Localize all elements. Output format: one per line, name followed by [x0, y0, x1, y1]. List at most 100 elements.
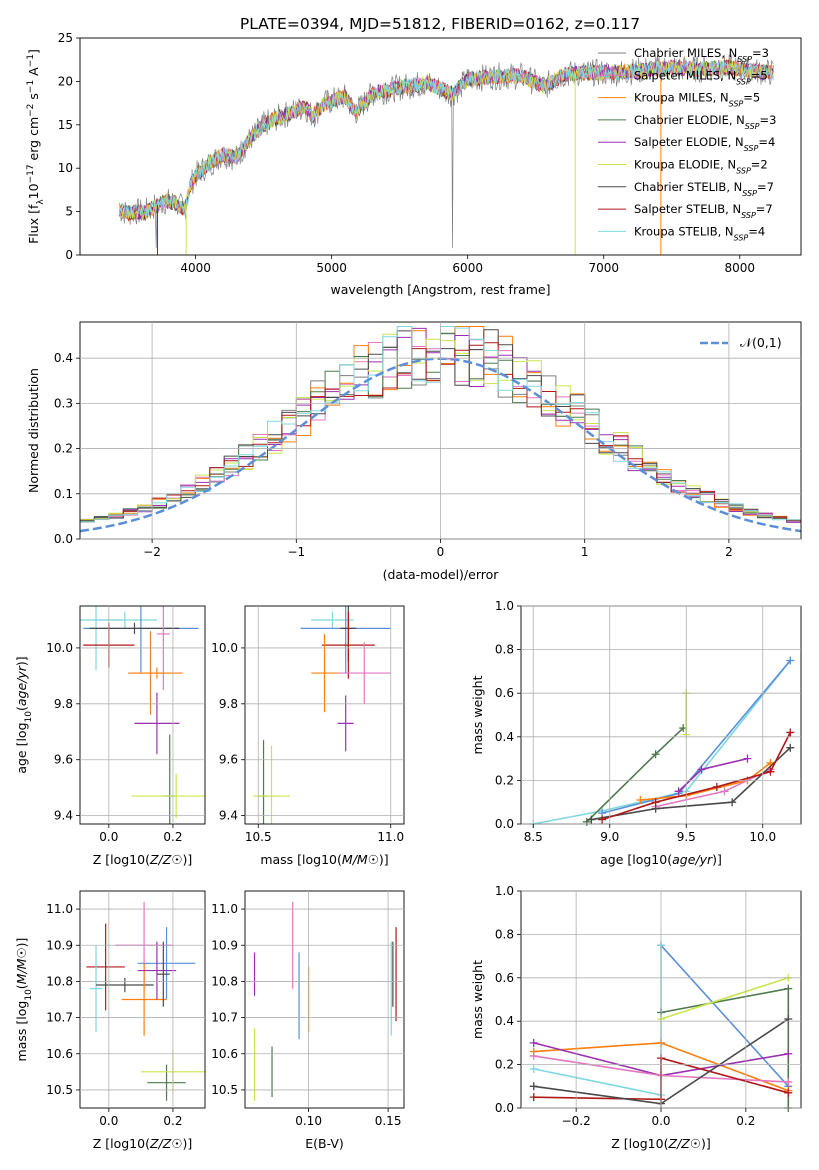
- legend-entry: Kroupa STELIB, NSSP=4: [634, 224, 765, 242]
- x-axis-label-part: 10: [129, 852, 145, 867]
- x-tick-label: 0.2: [163, 830, 182, 844]
- x-tick-label: 1: [581, 545, 589, 559]
- errorbar-group: [253, 901, 397, 1101]
- x-tick-label: 0.0: [99, 1114, 118, 1128]
- mass-weight-marker: [529, 1093, 538, 1102]
- x-axis-label-part: )]: [379, 852, 389, 867]
- y-tick-label: 20: [58, 74, 73, 88]
- residuals-panel: 𝒩(0,1) (data-model)/error Normed distribut…: [26, 321, 802, 582]
- legend-label: Kroupa ELODIE, N: [634, 158, 736, 172]
- y-tick-label: 10.6: [46, 1047, 73, 1061]
- mass_vs_Z-panel: Z [log10(Z/Z☉)]mass [log10(M/M☉)]: [14, 890, 206, 1151]
- x-tick-label: −2: [143, 545, 161, 559]
- mass-weight-marker: [786, 656, 795, 665]
- axes-mass_vs_Z: 0.0 0.2 10.5 10.6 10.7 10.8 10.9 11.0: [46, 891, 205, 1128]
- y-axis-label: mass weight: [470, 960, 485, 1039]
- x-axis-label-part: Z/Z: [149, 852, 172, 867]
- legend-count: =3: [760, 113, 777, 127]
- legend-count: =5: [743, 91, 760, 105]
- legend-label: Chabrier MILES, N: [634, 46, 737, 60]
- y-tick-label: 10: [58, 161, 73, 175]
- legend-subscript: SSP: [741, 211, 756, 220]
- x-axis-label-part: 10: [129, 1136, 145, 1151]
- x-axis-label-part: )]: [701, 1136, 711, 1151]
- y-tick-label: 0.3: [54, 396, 73, 410]
- mass-weight-marker: [728, 798, 737, 807]
- y-axis-label-part: 10: [26, 183, 41, 199]
- y-axis-label-part: 10: [24, 711, 34, 723]
- y-axis-label-part: age/yr: [14, 665, 29, 706]
- y-axis-label-part: ]: [26, 49, 41, 54]
- mass-weight-marker: [784, 1015, 793, 1024]
- x-tick-label: −1: [287, 545, 305, 559]
- mass-weight-marker: [786, 743, 795, 752]
- x-axis-label-part: 10: [651, 852, 667, 867]
- y-tick-label: 10.9: [211, 938, 238, 952]
- y-tick-label: 10.9: [46, 938, 73, 952]
- y-tick-label: 15: [58, 118, 73, 132]
- y-tick-label: 10.7: [46, 1011, 73, 1025]
- x-tick-label: 0.15: [375, 1114, 402, 1128]
- mass-weight-marker: [529, 1064, 538, 1073]
- legend-subscript: SSP: [736, 166, 751, 175]
- mass-weight-marker: [587, 815, 596, 824]
- x-axis-label: Z [log10(Z/Z☉)]: [611, 1136, 711, 1151]
- x-axis-label: Z [log10(Z/Z☉)]: [93, 1136, 193, 1151]
- y-axis-label-part: A: [26, 67, 41, 80]
- x-axis-label-part: ☉: [368, 852, 379, 867]
- y-tick-label: 0.8: [495, 927, 514, 941]
- legend-label: Salpeter STELIB, N: [634, 202, 741, 216]
- x-axis-label-part: Z [log: [93, 1136, 129, 1151]
- y-tick-label: 0.8: [495, 643, 514, 657]
- y-axis-label-part: −17: [26, 164, 36, 183]
- x-axis-label-part: (: [145, 852, 150, 867]
- y-axis-label: mass weight: [470, 675, 485, 754]
- y-tick-label: 10.0: [46, 641, 73, 655]
- errorbar-group: [80, 606, 205, 824]
- spectrum-panel: wavelength [Angstrom, rest frame] Flux [f…: [26, 37, 802, 297]
- figure-title: PLATE=0394, MJD=51812, FIBERID=0162, z=0…: [240, 15, 640, 33]
- mass-weight-marker: [784, 1049, 793, 1058]
- y-axis-label: age [log10(age/yr)]: [14, 656, 34, 773]
- x-axis-label: (data-model)/error: [383, 567, 500, 582]
- legend-count: =7: [757, 180, 774, 194]
- y-axis-label-part: Flux [f: [26, 204, 41, 244]
- x-axis-label-part: (: [145, 1136, 150, 1151]
- legend-subscript: SSP: [742, 188, 757, 197]
- x-axis-label-part: ☉: [171, 852, 182, 867]
- x-axis-label-part: (: [337, 852, 342, 867]
- x-axis-label: E(B-V): [305, 1136, 344, 1151]
- y-tick-label: 0.0: [495, 817, 514, 831]
- legend-entry: Kroupa ELODIE, NSSP=2: [634, 158, 768, 176]
- legend-label: Kroupa STELIB, N: [634, 224, 734, 238]
- y-tick-label: 9.4: [54, 809, 73, 823]
- axes-residuals: −2 −1 0 1 2 0.0 0.1 0.2 0.3 0.4: [54, 322, 801, 559]
- y-axis-label-part: )]: [14, 656, 29, 666]
- mass-weight-marker: [784, 984, 793, 993]
- y-tick-label: 10.8: [211, 974, 238, 988]
- y-axis-label-part: mass [log: [14, 1001, 29, 1062]
- mass-weight-marker: [786, 728, 795, 737]
- axes-mass_vs_ebv: 0.10 0.15 10.5 10.6 10.7 10.8 10.9 11.0: [211, 891, 404, 1128]
- y-tick-label: 10.8: [46, 974, 73, 988]
- x-axis-label: Z [log10(Z/Z☉)]: [93, 852, 193, 867]
- axes-frame: [79, 37, 802, 256]
- x-axis-label-part: age/yr: [672, 852, 713, 867]
- axes-frame: [244, 605, 405, 825]
- legend-subscript: SSP: [734, 233, 749, 242]
- mass-weight-marker: [651, 750, 660, 759]
- mass_vs_ebv-panel: [244, 890, 405, 1109]
- x-axis-label: age [log10(age/yr)]: [600, 852, 722, 867]
- y-tick-label: 10.5: [46, 1083, 73, 1097]
- y-axis-label-part: erg cm: [26, 117, 41, 165]
- x-tick-label: 0.0: [99, 830, 118, 844]
- y-tick-label: 9.8: [54, 697, 73, 711]
- legend-count: =3: [752, 46, 769, 60]
- y-tick-label: 0.4: [54, 351, 73, 365]
- spectrum-series-line: [119, 59, 774, 220]
- axes-mass_weight_vs_Z: −0.2 0.0 0.2 0.0 0.2 0.4 0.6 0.8 1.0: [495, 884, 801, 1128]
- mass-weight-marker: [598, 815, 607, 824]
- x-tick-label: 5000: [316, 261, 347, 275]
- y-tick-label: 11.0: [46, 902, 73, 916]
